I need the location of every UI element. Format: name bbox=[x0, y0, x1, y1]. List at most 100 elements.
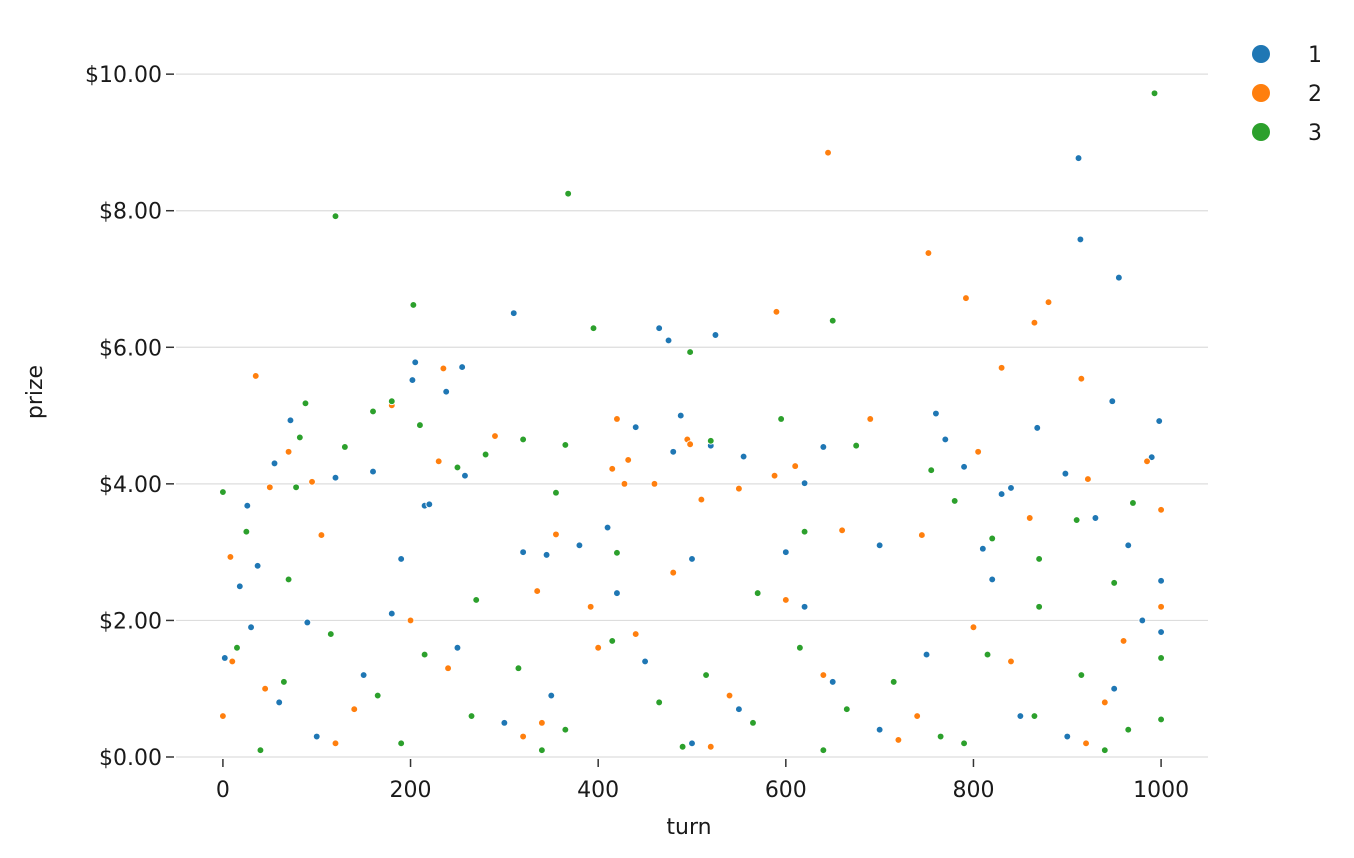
data-point-series-3 bbox=[552, 488, 560, 497]
data-point-series-3 bbox=[301, 399, 310, 408]
data-point-series-1 bbox=[735, 705, 743, 714]
data-point-series-2 bbox=[491, 432, 499, 440]
data-point-series-1 bbox=[1155, 417, 1164, 425]
data-point-series-2 bbox=[1082, 739, 1090, 748]
data-point-series-2 bbox=[974, 447, 982, 456]
data-point-series-3 bbox=[280, 678, 288, 686]
data-point-series-2 bbox=[770, 471, 779, 480]
x-tick-label: 0 bbox=[216, 778, 230, 803]
data-point-series-3 bbox=[416, 421, 424, 429]
y-tick-label: $6.00 bbox=[99, 336, 162, 361]
data-point-series-2 bbox=[819, 671, 828, 679]
data-point-series-3 bbox=[589, 324, 598, 333]
data-point-series-2 bbox=[434, 457, 443, 466]
x-axis-ticks: 0 200 400 600 800 1000 bbox=[216, 759, 1189, 803]
data-point-series-3 bbox=[1077, 671, 1086, 679]
data-point-series-3 bbox=[514, 664, 523, 673]
data-point-series-2 bbox=[613, 415, 621, 423]
data-point-series-3 bbox=[292, 483, 300, 492]
data-point-series-2 bbox=[1030, 318, 1039, 327]
data-point-series-3 bbox=[1100, 746, 1109, 755]
data-point-series-2 bbox=[308, 477, 316, 486]
data-point-series-1 bbox=[781, 548, 790, 556]
data-point-series-3 bbox=[960, 739, 968, 748]
data-point-series-2 bbox=[697, 495, 706, 504]
data-point-series-3 bbox=[1157, 715, 1165, 724]
data-point-series-3 bbox=[256, 746, 265, 755]
data-points bbox=[219, 89, 1165, 755]
data-point-series-1 bbox=[800, 602, 809, 611]
data-point-series-1 bbox=[253, 561, 262, 570]
data-point-series-1 bbox=[542, 551, 551, 559]
data-point-series-1 bbox=[1061, 469, 1070, 478]
data-point-series-2 bbox=[624, 456, 633, 464]
data-point-series-1 bbox=[988, 575, 997, 584]
data-point-series-2 bbox=[894, 736, 903, 744]
data-point-series-2 bbox=[772, 307, 781, 316]
data-point-series-1 bbox=[461, 471, 469, 480]
data-point-series-1 bbox=[960, 462, 968, 471]
data-point-series-1 bbox=[1124, 541, 1133, 550]
data-point-series-2 bbox=[331, 739, 340, 748]
data-point-series-1 bbox=[1110, 684, 1119, 693]
y-tick-label: $4.00 bbox=[99, 473, 162, 498]
data-point-series-1 bbox=[1108, 397, 1117, 406]
data-point-series-3 bbox=[481, 450, 490, 459]
data-point-series-3 bbox=[950, 497, 959, 505]
data-point-series-2 bbox=[228, 657, 237, 666]
data-point-series-3 bbox=[777, 415, 785, 423]
data-point-series-2 bbox=[735, 484, 743, 493]
data-point-series-3 bbox=[1035, 555, 1043, 563]
data-point-series-3 bbox=[397, 739, 406, 748]
data-point-series-1 bbox=[1016, 712, 1025, 720]
gridlines bbox=[176, 73, 1208, 758]
data-point-series-3 bbox=[233, 643, 241, 652]
data-point-series-1 bbox=[425, 500, 434, 509]
data-point-series-3 bbox=[1150, 89, 1159, 98]
data-point-series-2 bbox=[1044, 298, 1053, 307]
data-point-series-2 bbox=[533, 587, 542, 595]
data-point-series-2 bbox=[913, 712, 922, 720]
data-point-series-2 bbox=[444, 664, 452, 673]
data-point-series-1 bbox=[613, 589, 621, 597]
data-point-series-2 bbox=[781, 596, 790, 604]
data-point-series-1 bbox=[688, 739, 696, 748]
data-point-series-2 bbox=[997, 363, 1006, 372]
legend: 1 2 3 bbox=[1252, 43, 1322, 146]
data-point-series-2 bbox=[924, 249, 933, 257]
data-point-series-1 bbox=[676, 411, 685, 420]
data-point-series-2 bbox=[1143, 457, 1151, 466]
data-point-series-3 bbox=[1129, 499, 1137, 507]
data-point-series-2 bbox=[219, 712, 227, 720]
data-point-series-1 bbox=[247, 623, 255, 632]
data-point-series-1 bbox=[359, 671, 368, 679]
data-point-series-1 bbox=[1076, 235, 1085, 244]
data-point-series-3 bbox=[561, 441, 570, 449]
data-point-series-1 bbox=[941, 435, 950, 444]
data-point-series-1 bbox=[442, 387, 451, 396]
data-point-series-1 bbox=[932, 409, 940, 418]
data-point-series-2 bbox=[265, 483, 274, 492]
data-point-series-1 bbox=[243, 501, 252, 510]
legend-marker-3 bbox=[1252, 123, 1270, 141]
data-point-series-2 bbox=[791, 462, 800, 470]
data-point-series-2 bbox=[251, 372, 260, 380]
data-point-series-3 bbox=[796, 643, 804, 652]
legend-marker-1 bbox=[1252, 45, 1270, 63]
data-point-series-3 bbox=[326, 630, 335, 638]
data-point-series-1 bbox=[655, 324, 664, 333]
data-point-series-3 bbox=[936, 732, 945, 741]
data-point-series-3 bbox=[749, 719, 757, 727]
data-point-series-3 bbox=[369, 407, 377, 416]
data-point-series-1 bbox=[603, 523, 612, 532]
data-point-series-3 bbox=[561, 725, 570, 734]
data-point-series-1 bbox=[688, 555, 696, 563]
data-point-series-3 bbox=[686, 348, 694, 356]
data-point-series-2 bbox=[317, 531, 326, 539]
data-point-series-2 bbox=[1007, 657, 1015, 666]
data-point-series-2 bbox=[1084, 475, 1092, 483]
x-tick-label: 400 bbox=[577, 778, 619, 803]
data-point-series-1 bbox=[1157, 576, 1165, 585]
data-point-series-3 bbox=[519, 435, 527, 444]
data-point-series-1 bbox=[922, 650, 931, 659]
